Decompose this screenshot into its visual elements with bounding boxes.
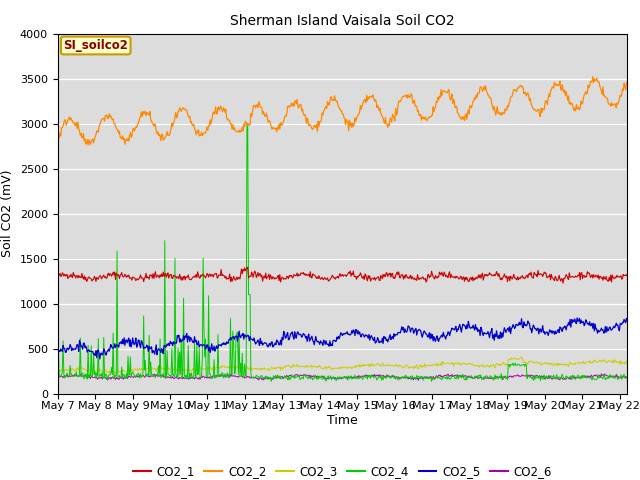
Line: CO2_6: CO2_6 [58,374,627,380]
CO2_3 [132,366,140,372]
CO2_4 [518,362,526,368]
CO2_4 [618,376,625,382]
CO2_2 [618,91,625,97]
CO2_3 [618,361,625,367]
CO2_3 [518,355,526,360]
CO2_6 [54,374,61,380]
CO2_5 [518,316,525,322]
Line: CO2_1: CO2_1 [58,267,627,283]
CO2_6 [291,372,298,378]
CO2_1 [244,264,252,270]
CO2_1 [132,278,140,284]
CO2_5 [292,333,300,338]
CO2_1 [317,276,325,281]
CO2_1 [618,276,625,282]
CO2_5 [96,356,104,362]
Title: Sherman Island Vaisala Soil CO2: Sherman Island Vaisala Soil CO2 [230,14,454,28]
CO2_4 [132,374,140,380]
CO2_5 [600,330,607,336]
CO2_1 [54,273,61,278]
CO2_2 [292,98,300,104]
CO2_4 [243,120,251,126]
CO2_3 [54,368,61,373]
CO2_3 [317,365,325,371]
Legend: CO2_1, CO2_2, CO2_3, CO2_4, CO2_5, CO2_6: CO2_1, CO2_2, CO2_3, CO2_4, CO2_5, CO2_6 [128,461,557,480]
CO2_2 [132,125,140,131]
CO2_6 [317,374,324,380]
CO2_5 [317,339,325,345]
CO2_6 [598,371,605,377]
CO2_4 [292,374,300,380]
CO2_3 [600,357,607,363]
Line: CO2_5: CO2_5 [58,318,627,359]
Line: CO2_4: CO2_4 [58,123,627,382]
Line: CO2_3: CO2_3 [58,357,627,374]
CO2_6 [415,377,422,383]
CO2_5 [618,322,625,327]
CO2_4 [318,376,326,382]
CO2_2 [600,93,607,98]
CO2_6 [132,374,140,380]
CO2_1 [623,273,631,279]
CO2_1 [518,274,525,280]
CO2_4 [268,379,275,384]
CO2_4 [623,374,631,380]
CO2_2 [589,74,596,80]
CO2_6 [600,372,607,378]
CO2_4 [54,372,61,378]
CO2_2 [518,84,525,90]
CO2_3 [623,361,631,367]
CO2_2 [317,118,325,123]
CO2_1 [600,274,607,279]
CO2_5 [623,318,631,324]
CO2_1 [559,280,567,286]
X-axis label: Time: Time [327,414,358,427]
Text: SI_soilco2: SI_soilco2 [63,39,128,52]
CO2_6 [623,374,631,380]
CO2_4 [600,372,607,378]
CO2_5 [54,348,61,354]
CO2_5 [132,344,140,350]
CO2_3 [111,371,119,377]
CO2_3 [517,354,525,360]
CO2_2 [623,79,631,85]
CO2_5 [573,315,581,321]
Line: CO2_2: CO2_2 [58,77,627,145]
CO2_2 [54,138,61,144]
CO2_6 [518,373,525,379]
Y-axis label: Soil CO2 (mV): Soil CO2 (mV) [1,170,14,257]
CO2_2 [84,143,92,148]
CO2_1 [292,273,300,279]
CO2_6 [618,374,625,380]
CO2_3 [292,363,300,369]
